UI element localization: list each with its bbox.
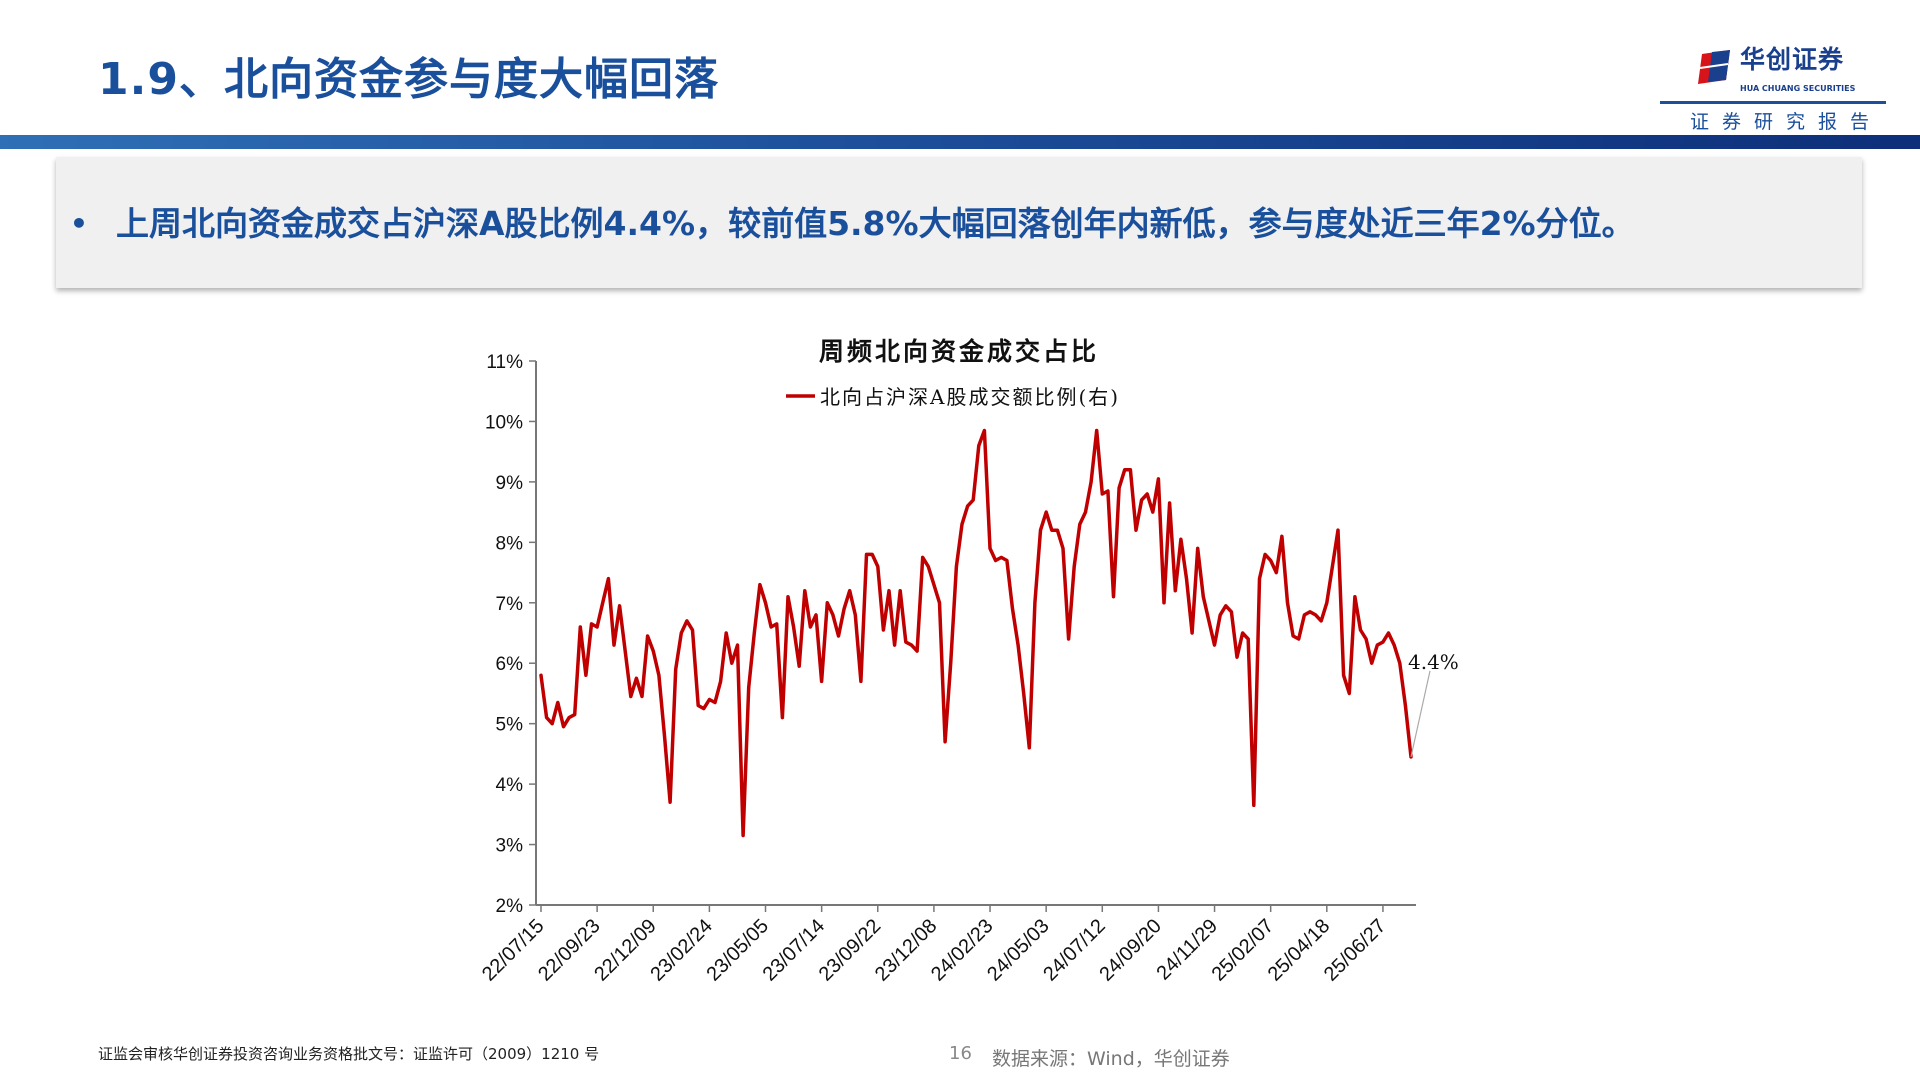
data-source: 数据来源：Wind，华创证券 [992, 1048, 1230, 1070]
page-number: 16 [949, 1043, 972, 1064]
legend-label: 北向占沪深A股成交额比例(右) [820, 385, 1120, 409]
series-line-northbound-share [539, 428, 1413, 838]
y-tick-label: 6% [496, 654, 524, 675]
y-tick-label: 7% [496, 594, 524, 615]
logo-text-cn: 华创证券 [1740, 45, 1845, 74]
y-tick-label: 9% [496, 473, 524, 494]
y-tick-label: 2% [496, 896, 524, 917]
annotation-leader-line [1410, 670, 1431, 758]
company-logo: 华创证券 HUA CHUANG SECURITIES [1696, 46, 1876, 98]
page-title: 1.9、北向资金参与度大幅回落 [98, 54, 719, 105]
header-bar [0, 135, 1920, 149]
x-tick-label: 24/09/20 [1095, 915, 1166, 986]
y-tick-label: 8% [496, 533, 524, 554]
y-tick-label: 10% [485, 412, 523, 433]
license-note: 证监会审核华创证券投资咨询业务资格批文号：证监许可（2009）1210 号 [98, 1045, 600, 1063]
y-tick-label: 4% [496, 775, 524, 796]
y-tick-label: 11% [486, 352, 523, 373]
logo-divider [1660, 101, 1886, 104]
chart-title: 周频北向资金成交占比 [819, 337, 1099, 366]
summary-text: 上周北向资金成交占沪深A股比例4.4%，较前值5.8%大幅回落创年内新低，参与度… [116, 204, 1635, 243]
last-value-annotation: 4.4% [1408, 650, 1459, 674]
y-tick-label: 3% [496, 836, 524, 857]
logo-mark-icon [1698, 50, 1730, 84]
y-tick-label: 5% [496, 715, 524, 736]
report-label: 证券研究报告 [1690, 111, 1883, 133]
summary-callout [56, 157, 1862, 288]
logo-text-en: HUA CHUANG SECURITIES [1740, 84, 1856, 93]
bullet-icon: • [70, 207, 88, 240]
x-tick-label: 25/06/27 [1320, 915, 1391, 986]
